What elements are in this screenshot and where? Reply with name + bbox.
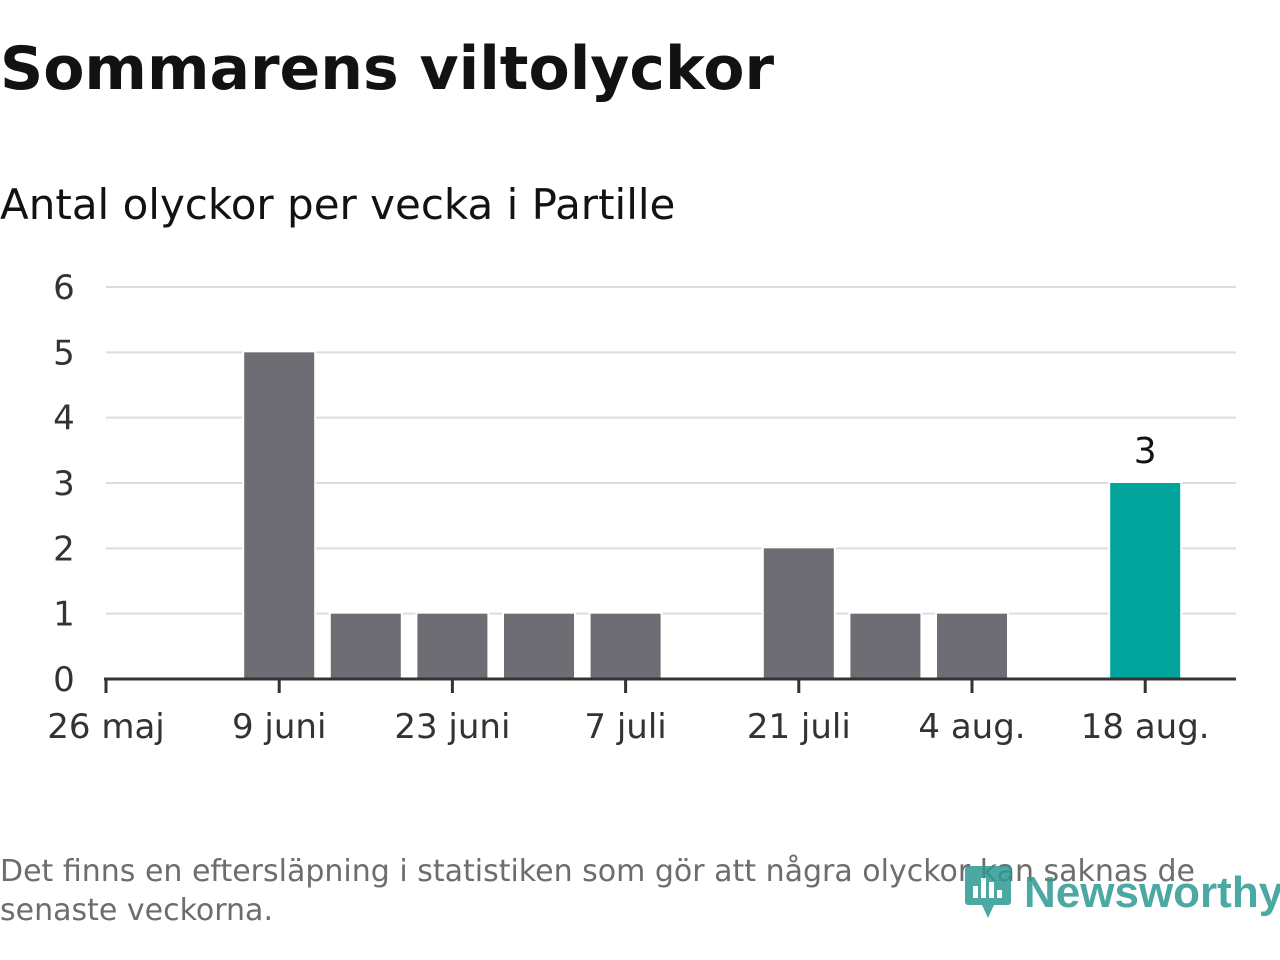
x-tick-label: 9 juni — [232, 707, 326, 747]
chart-subtitle: Antal olyckor per vecka i Partille — [0, 180, 676, 229]
x-tick-label: 26 maj — [47, 707, 164, 747]
bar-30 juni — [502, 611, 576, 682]
y-tick-label: 1 — [53, 595, 75, 635]
y-tick-label: 3 — [53, 464, 75, 504]
y-tick-label: 2 — [53, 529, 75, 569]
x-tick-label: 23 juni — [394, 707, 510, 747]
bar-value-label: 3 — [1134, 431, 1157, 472]
bar-chart: 0 1 2 3 4 5 6 3 26 maj 9 juni 23 juni 7 juli 21 juli… — [47, 268, 1236, 747]
bar-23 juni — [415, 611, 490, 682]
bars — [242, 350, 1183, 682]
newsworthy-logo-icon — [965, 866, 1011, 918]
bar-28 juli — [848, 611, 923, 682]
bar-16 juni — [328, 611, 403, 682]
axes — [104, 677, 1236, 693]
y-tick-label: 0 — [53, 660, 75, 700]
y-tick-label: 4 — [53, 399, 75, 439]
brand-logo: Newsworthy — [962, 858, 1280, 928]
bar-21 juli — [761, 546, 836, 681]
y-tick-label: 5 — [53, 333, 75, 373]
x-tick-label: 7 juli — [584, 707, 666, 747]
x-tick-label: 21 juli — [747, 707, 851, 747]
y-tick-label: 6 — [53, 268, 75, 308]
bar-9 juni — [242, 350, 317, 681]
labels: 0 1 2 3 4 5 6 3 26 maj 9 juni 23 juni 7 juli 21 juli… — [47, 268, 1209, 747]
bar-7 juli — [588, 611, 663, 682]
chart-title: Sommarens viltolyckor — [0, 34, 775, 104]
bar-4 aug. — [935, 611, 1009, 682]
x-tick-label: 4 aug. — [918, 707, 1025, 747]
bar-18 aug. — [1108, 481, 1183, 681]
brand-name: Newsworthy — [1024, 868, 1280, 917]
x-tick-label: 18 aug. — [1081, 707, 1210, 747]
